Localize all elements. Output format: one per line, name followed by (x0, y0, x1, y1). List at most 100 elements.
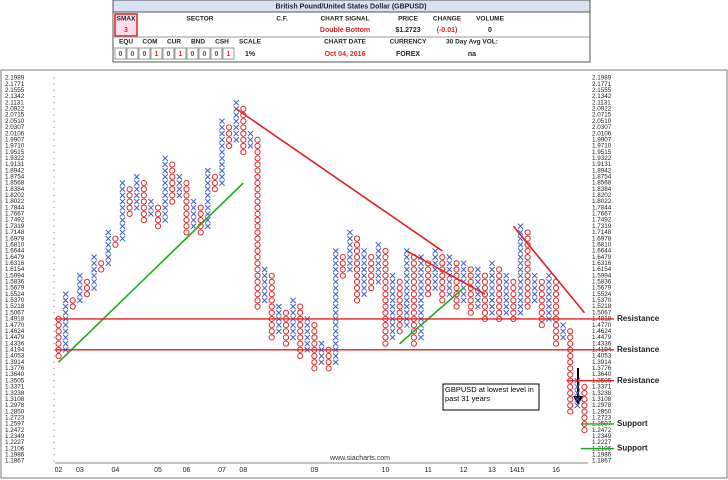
x-box (204, 192, 211, 199)
o-box (396, 322, 403, 329)
x-box (474, 266, 481, 273)
y-tick-label: 1.2850 (5, 408, 25, 415)
trendline (512, 225, 586, 314)
x-box (62, 297, 69, 304)
x-box (432, 272, 439, 279)
y-tick-label-right: 1.4624 (592, 328, 612, 335)
x-box (332, 334, 339, 341)
alloc-cell (210, 47, 223, 60)
y-tick-label: 1.7844 (5, 204, 25, 211)
o-box (339, 254, 346, 261)
x-box (204, 223, 211, 230)
x-tick-label: 11 (424, 467, 431, 474)
x-box (290, 334, 297, 341)
x-column (403, 247, 410, 329)
x-box (460, 272, 467, 279)
x-box (517, 254, 524, 261)
y-tick-label-right: 1.5067 (592, 309, 612, 316)
o-box (254, 229, 261, 236)
o-box (268, 322, 275, 329)
o-column (425, 260, 432, 298)
y-tick-label: 2.1555 (5, 87, 25, 94)
x-box (375, 266, 382, 273)
o-box (282, 309, 290, 316)
x-box (62, 309, 69, 316)
x-box (460, 260, 467, 267)
x-box (76, 272, 83, 279)
x-box (233, 130, 240, 137)
o-box (410, 291, 417, 298)
x-box (446, 266, 453, 273)
o-box (311, 334, 318, 341)
scale-label: SCALE (239, 39, 262, 46)
smax-value: 3 (124, 27, 128, 34)
alloc-value: 1 (155, 51, 159, 58)
y-tick-label: 2.0715 (5, 112, 25, 119)
x-box (574, 396, 581, 403)
o-box (481, 297, 489, 304)
x-box (219, 136, 225, 143)
o-column (83, 278, 91, 298)
x-box (261, 266, 268, 273)
x-box (503, 278, 510, 285)
o-box (140, 186, 147, 193)
y-tick-label: 1.9322 (5, 155, 25, 162)
y-tick-label-right: 1.7319 (592, 223, 612, 230)
x-box (62, 340, 69, 347)
x-column (517, 223, 524, 316)
scale-value: 1% (245, 51, 256, 58)
o-box (211, 186, 218, 193)
o-box (538, 309, 545, 316)
o-column (282, 309, 290, 347)
x-box (275, 303, 282, 310)
o-column (439, 254, 446, 304)
o-box (240, 149, 247, 156)
o-box (496, 297, 503, 304)
x-box (418, 303, 424, 310)
x-box (119, 204, 126, 211)
x-box (204, 173, 211, 180)
x-box (233, 136, 240, 143)
y-tick-label: 1.8384 (5, 186, 25, 193)
o-box (254, 136, 261, 143)
o-column (140, 179, 147, 224)
o-box (510, 309, 517, 316)
date-label: CHART DATE (324, 39, 366, 46)
y-tick-label: 1.3238 (5, 390, 25, 397)
x-column (91, 254, 98, 291)
o-column (226, 124, 233, 150)
y-tick-label: 1.2723 (5, 414, 25, 421)
x-box (545, 278, 552, 285)
trendline (399, 287, 465, 345)
o-box (126, 198, 133, 205)
o-box (439, 297, 446, 304)
x-box (346, 241, 353, 248)
o-box (268, 278, 275, 285)
o-box (467, 309, 474, 316)
o-box (140, 192, 147, 199)
x-box (460, 291, 467, 298)
x-box (545, 291, 552, 298)
x-box (489, 278, 496, 285)
o-box (382, 334, 389, 341)
x-box (560, 334, 567, 341)
x-box (162, 192, 169, 199)
o-box (439, 254, 446, 261)
x-box (190, 198, 197, 205)
annotation-wrap: GBPUSD at lowest level in past 31 years (445, 385, 534, 403)
o-box (467, 297, 474, 304)
x-box (361, 291, 368, 298)
o-box (410, 260, 417, 267)
o-box (467, 272, 474, 279)
o-box (567, 383, 574, 390)
o-box (567, 365, 574, 372)
x-box (219, 155, 225, 162)
y-tick-label: 1.5370 (5, 297, 25, 304)
y-tick-label: 1.5836 (5, 279, 25, 286)
x-tick-label: 10 (382, 467, 390, 474)
o-box (538, 291, 545, 298)
o-box (581, 408, 588, 415)
y-tick-label-right: 1.4770 (592, 322, 612, 329)
x-tick-label: 13 (488, 467, 496, 474)
y-tick-label: 1.2597 (5, 421, 25, 428)
